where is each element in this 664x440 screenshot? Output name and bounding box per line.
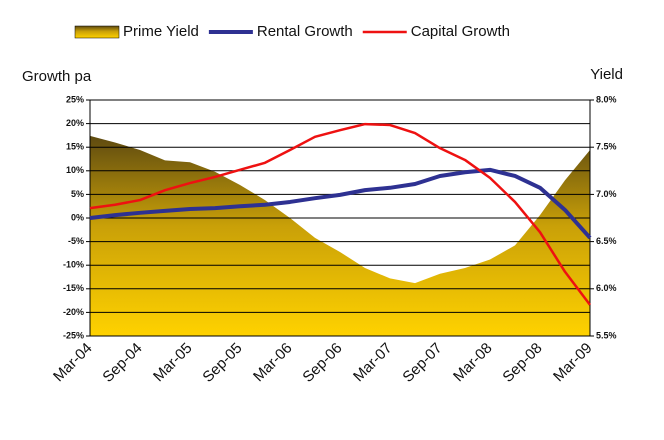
y-tick-label: -15% [63, 283, 84, 293]
y2-tick-label: 7.5% [596, 142, 617, 152]
y2-axis-title: Yield [590, 66, 623, 83]
x-tick-label: Sep-07 [399, 340, 445, 386]
y2-tick-label: 6.0% [596, 283, 617, 293]
x-tick-label: Mar-09 [550, 340, 596, 386]
y2-tick-label: 5.5% [596, 330, 617, 340]
y-axis-title: Growth pa [22, 68, 92, 85]
x-tick-label: Sep-08 [499, 340, 545, 386]
y-tick-label: -20% [63, 307, 84, 317]
x-tick-label: Sep-04 [99, 340, 145, 386]
legend-swatch [74, 25, 120, 39]
y-tick-label: 15% [66, 142, 84, 152]
y-tick-label: 5% [71, 189, 84, 199]
y-tick-label: 25% [66, 94, 84, 104]
y-tick-label: 0% [71, 212, 84, 222]
y-tick-label: -25% [63, 330, 84, 340]
x-tick-label: Sep-05 [199, 340, 245, 386]
x-tick-label: Mar-04 [50, 340, 96, 386]
x-tick-label: Mar-06 [250, 340, 296, 386]
y-tick-label: 20% [66, 118, 84, 128]
legend-label: Prime Yield [123, 23, 199, 40]
x-tick-label: Sep-06 [299, 340, 345, 386]
y2-tick-label: 6.5% [596, 236, 617, 246]
x-tick-label: Mar-08 [450, 340, 496, 386]
line [89, 122, 591, 306]
y-tick-label: -10% [63, 260, 84, 270]
legend-label: Rental Growth [257, 23, 353, 40]
y2-tick-label: 7.0% [596, 189, 617, 199]
y-tick-label: -5% [68, 236, 84, 246]
legend-label: Capital Growth [411, 23, 510, 40]
y2-tick-label: 8.0% [596, 94, 617, 104]
y-tick-label: 10% [66, 165, 84, 175]
area [90, 135, 590, 336]
x-tick-label: Mar-05 [150, 340, 196, 386]
x-tick-label: Mar-07 [350, 340, 396, 386]
line [89, 167, 592, 240]
